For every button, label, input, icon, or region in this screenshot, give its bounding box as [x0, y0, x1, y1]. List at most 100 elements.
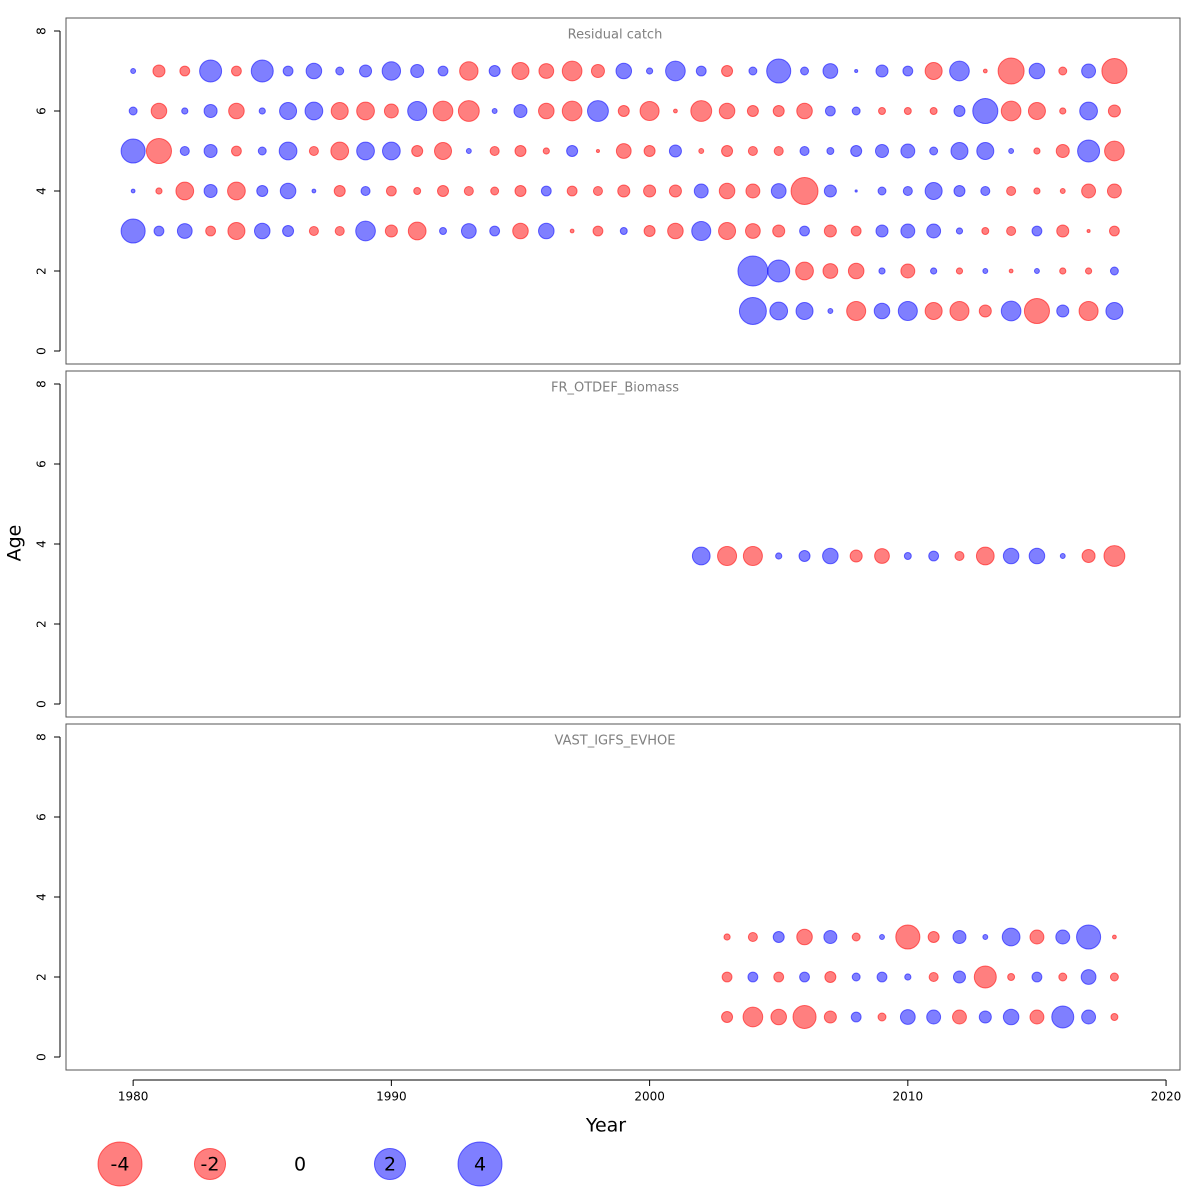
- residual-bubble: [407, 100, 428, 122]
- residual-bubble: [949, 60, 970, 82]
- residual-bubble: [305, 62, 323, 80]
- residual-bubble: [924, 181, 943, 201]
- residual-bubble: [279, 182, 297, 200]
- residual-bubble: [459, 61, 479, 81]
- residual-bubble: [976, 141, 995, 161]
- residual-bubble: [773, 971, 785, 983]
- residual-bubble: [1112, 934, 1117, 940]
- residual-bubble: [745, 223, 761, 239]
- residual-bubble: [490, 186, 500, 196]
- residual-bubble: [823, 184, 837, 198]
- residual-bubble: [617, 184, 631, 198]
- y-tick-label: 4: [35, 187, 49, 195]
- residual-bubble: [897, 300, 918, 322]
- residual-bubble: [561, 60, 583, 82]
- residual-bubble: [854, 68, 859, 74]
- residual-bubble: [360, 185, 371, 197]
- residual-bubble: [878, 107, 886, 115]
- legend-label: -4: [111, 1154, 130, 1176]
- residual-bubble: [847, 262, 865, 280]
- residual-bubble: [747, 971, 759, 983]
- residual-bubble: [538, 63, 555, 79]
- residual-bubble: [1000, 100, 1022, 122]
- residual-bubble: [874, 548, 890, 564]
- legend-bubble: [373, 1147, 407, 1181]
- x-axis-label: Year: [585, 1115, 626, 1137]
- residual-bubble: [903, 552, 912, 560]
- residual-bubble: [1029, 1009, 1045, 1025]
- residual-bubble: [257, 146, 267, 156]
- residual-bubble: [1051, 1005, 1075, 1029]
- residual-bubble: [155, 187, 163, 195]
- residual-bubble: [849, 549, 863, 563]
- residual-bubble: [181, 107, 189, 115]
- residual-bubble: [949, 300, 970, 322]
- residual-bubble: [1078, 300, 1099, 322]
- residual-bubble: [824, 105, 836, 117]
- residual-bubble: [1000, 300, 1022, 322]
- residual-bubble: [203, 183, 218, 199]
- residual-bubble: [432, 100, 454, 122]
- residual-bubble: [928, 971, 939, 983]
- residual-bubble: [980, 185, 991, 197]
- residual-bubble: [900, 263, 916, 279]
- residual-bubble: [1059, 107, 1067, 115]
- residual-bubble: [1033, 187, 1041, 195]
- residual-bubble: [175, 181, 195, 201]
- residual-bubble: [1081, 548, 1096, 564]
- residual-bubble: [667, 222, 684, 240]
- residual-bubble: [1055, 143, 1070, 159]
- y-tick-label: 8: [35, 380, 49, 388]
- residual-bubble: [723, 933, 731, 941]
- x-tick-label: 2020: [1151, 1090, 1182, 1104]
- residual-bubble: [955, 227, 964, 235]
- residual-bubble: [737, 255, 769, 287]
- residual-bubble: [643, 145, 656, 157]
- residual-bubble: [770, 183, 787, 199]
- y-tick-label: 0: [35, 700, 49, 708]
- residual-bubble: [334, 225, 345, 237]
- residual-bubble: [639, 100, 660, 122]
- panel-frame: [65, 17, 1181, 365]
- residual-bubble: [145, 137, 173, 165]
- residual-bubble: [952, 1009, 967, 1025]
- residual-bubble: [413, 187, 422, 195]
- residual-bubble: [203, 103, 218, 119]
- residual-bubble: [511, 61, 530, 81]
- residual-bubble: [691, 220, 712, 242]
- residual-bubble: [619, 227, 628, 235]
- residual-bubble: [153, 225, 165, 237]
- residual-bubble: [698, 148, 705, 154]
- residual-bubble: [130, 188, 136, 194]
- y-tick-label: 4: [35, 893, 49, 901]
- residual-bubble: [1109, 266, 1119, 276]
- residual-bubble: [973, 965, 997, 989]
- residual-bubble: [954, 550, 965, 562]
- residual-bubble: [850, 1011, 862, 1023]
- residual-bubble: [721, 971, 733, 983]
- residual-bubble: [489, 145, 500, 157]
- residual-bubble: [1002, 1008, 1020, 1026]
- residual-bubble: [772, 224, 786, 238]
- residual-bubble: [798, 550, 811, 562]
- residual-bubble: [748, 66, 758, 76]
- residual-bubble: [437, 185, 450, 197]
- residual-bubble: [491, 108, 498, 114]
- residual-bubble: [822, 547, 839, 565]
- legend-label: 4: [474, 1154, 486, 1176]
- residual-bubble: [1059, 553, 1066, 559]
- residual-bubble: [767, 259, 791, 283]
- y-tick-label: 2: [35, 973, 49, 981]
- y-tick-label: 8: [35, 733, 49, 741]
- residual-bubble: [1077, 139, 1101, 163]
- residual-bubble: [875, 64, 889, 78]
- residual-bubble: [1084, 267, 1093, 275]
- panel-frame: [65, 370, 1181, 718]
- residual-bubble: [929, 107, 938, 115]
- residual-bubble: [253, 222, 271, 240]
- residual-bubble: [952, 970, 966, 984]
- residual-bubble: [359, 64, 373, 78]
- residual-bubble: [1103, 545, 1126, 567]
- residual-bubble: [1059, 267, 1067, 275]
- residual-bubble: [587, 100, 609, 122]
